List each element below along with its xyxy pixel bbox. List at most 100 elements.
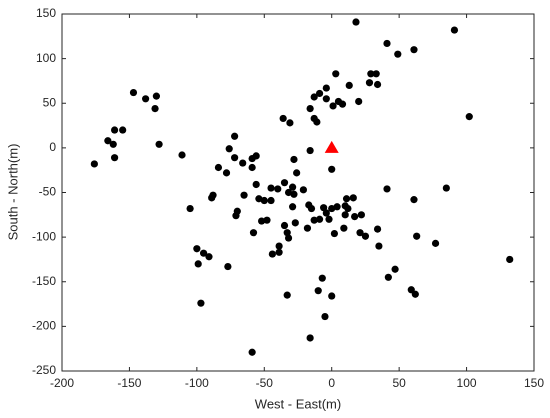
point [248, 348, 256, 356]
x-axis-title: West - East(m) [255, 396, 341, 411]
point [225, 145, 233, 153]
y-tick-label: 50 [43, 95, 57, 109]
point [274, 185, 282, 193]
point [322, 209, 330, 217]
point [240, 191, 248, 199]
point [306, 334, 314, 342]
point [465, 113, 473, 121]
point [345, 81, 353, 89]
x-tick-label: 0 [328, 376, 335, 390]
plot-frame [61, 13, 535, 372]
point [293, 169, 301, 177]
point [383, 39, 391, 48]
point [344, 204, 352, 213]
point [320, 204, 328, 212]
x-tick-label: -100 [185, 376, 209, 390]
point [197, 299, 205, 307]
point [383, 185, 391, 193]
point [341, 211, 349, 219]
point [109, 140, 117, 148]
point [283, 291, 291, 299]
y-tick-label: 150 [36, 6, 56, 20]
point [248, 163, 256, 172]
point [200, 249, 208, 257]
point [178, 151, 186, 159]
x-tick-label: -150 [117, 376, 141, 390]
point [275, 242, 283, 250]
point [315, 215, 324, 223]
point [268, 250, 276, 258]
point [373, 80, 382, 89]
point [333, 203, 341, 211]
point [373, 225, 382, 233]
point [307, 204, 316, 213]
point [431, 239, 440, 247]
point [411, 290, 419, 298]
point [129, 88, 138, 97]
y-tick-label: -100 [32, 229, 56, 243]
point [110, 154, 119, 162]
point [322, 95, 330, 103]
point [361, 232, 370, 240]
point [252, 152, 260, 160]
point [384, 273, 392, 281]
point [267, 184, 275, 192]
point [299, 186, 307, 194]
point [289, 203, 297, 211]
point [349, 194, 357, 202]
point [352, 18, 360, 26]
point [205, 253, 213, 261]
point [290, 155, 298, 164]
point [321, 312, 329, 321]
point [315, 89, 324, 98]
point [342, 195, 351, 203]
point [249, 229, 258, 237]
point [328, 165, 336, 173]
point [231, 154, 239, 162]
point [152, 92, 160, 100]
point [110, 126, 119, 134]
point [394, 50, 402, 58]
point [355, 97, 363, 106]
point [214, 163, 223, 172]
point [239, 159, 247, 167]
point [442, 184, 450, 192]
point [306, 146, 314, 155]
point [375, 242, 383, 250]
point [310, 93, 318, 101]
point [306, 105, 314, 113]
point [413, 232, 421, 240]
x-tick-label: 150 [524, 376, 544, 390]
point [224, 262, 232, 271]
point [367, 70, 375, 78]
point [313, 118, 321, 126]
triangle-marker [324, 140, 339, 153]
point [231, 132, 239, 140]
point [186, 204, 194, 213]
point [142, 95, 150, 103]
point [291, 219, 299, 227]
y-tick-label: -250 [32, 363, 56, 377]
point [280, 221, 289, 230]
point [252, 180, 260, 189]
y-tick-label: -150 [32, 274, 56, 288]
y-tick-label: 100 [36, 51, 56, 65]
x-tick-label: 50 [392, 376, 406, 390]
point [328, 292, 336, 300]
point [286, 119, 294, 127]
point [410, 196, 418, 204]
point [275, 248, 283, 256]
point [340, 224, 348, 232]
point [289, 183, 297, 191]
point [356, 229, 364, 237]
y-tick-label: -50 [39, 185, 57, 199]
y-axis-title: South - North(m) [5, 144, 20, 241]
x-tick-label: -200 [50, 376, 74, 390]
point [450, 26, 459, 34]
point [365, 79, 374, 87]
y-tick-label: -200 [32, 319, 56, 333]
point [279, 114, 287, 123]
x-tick-label: -50 [256, 376, 274, 390]
point [260, 196, 268, 205]
